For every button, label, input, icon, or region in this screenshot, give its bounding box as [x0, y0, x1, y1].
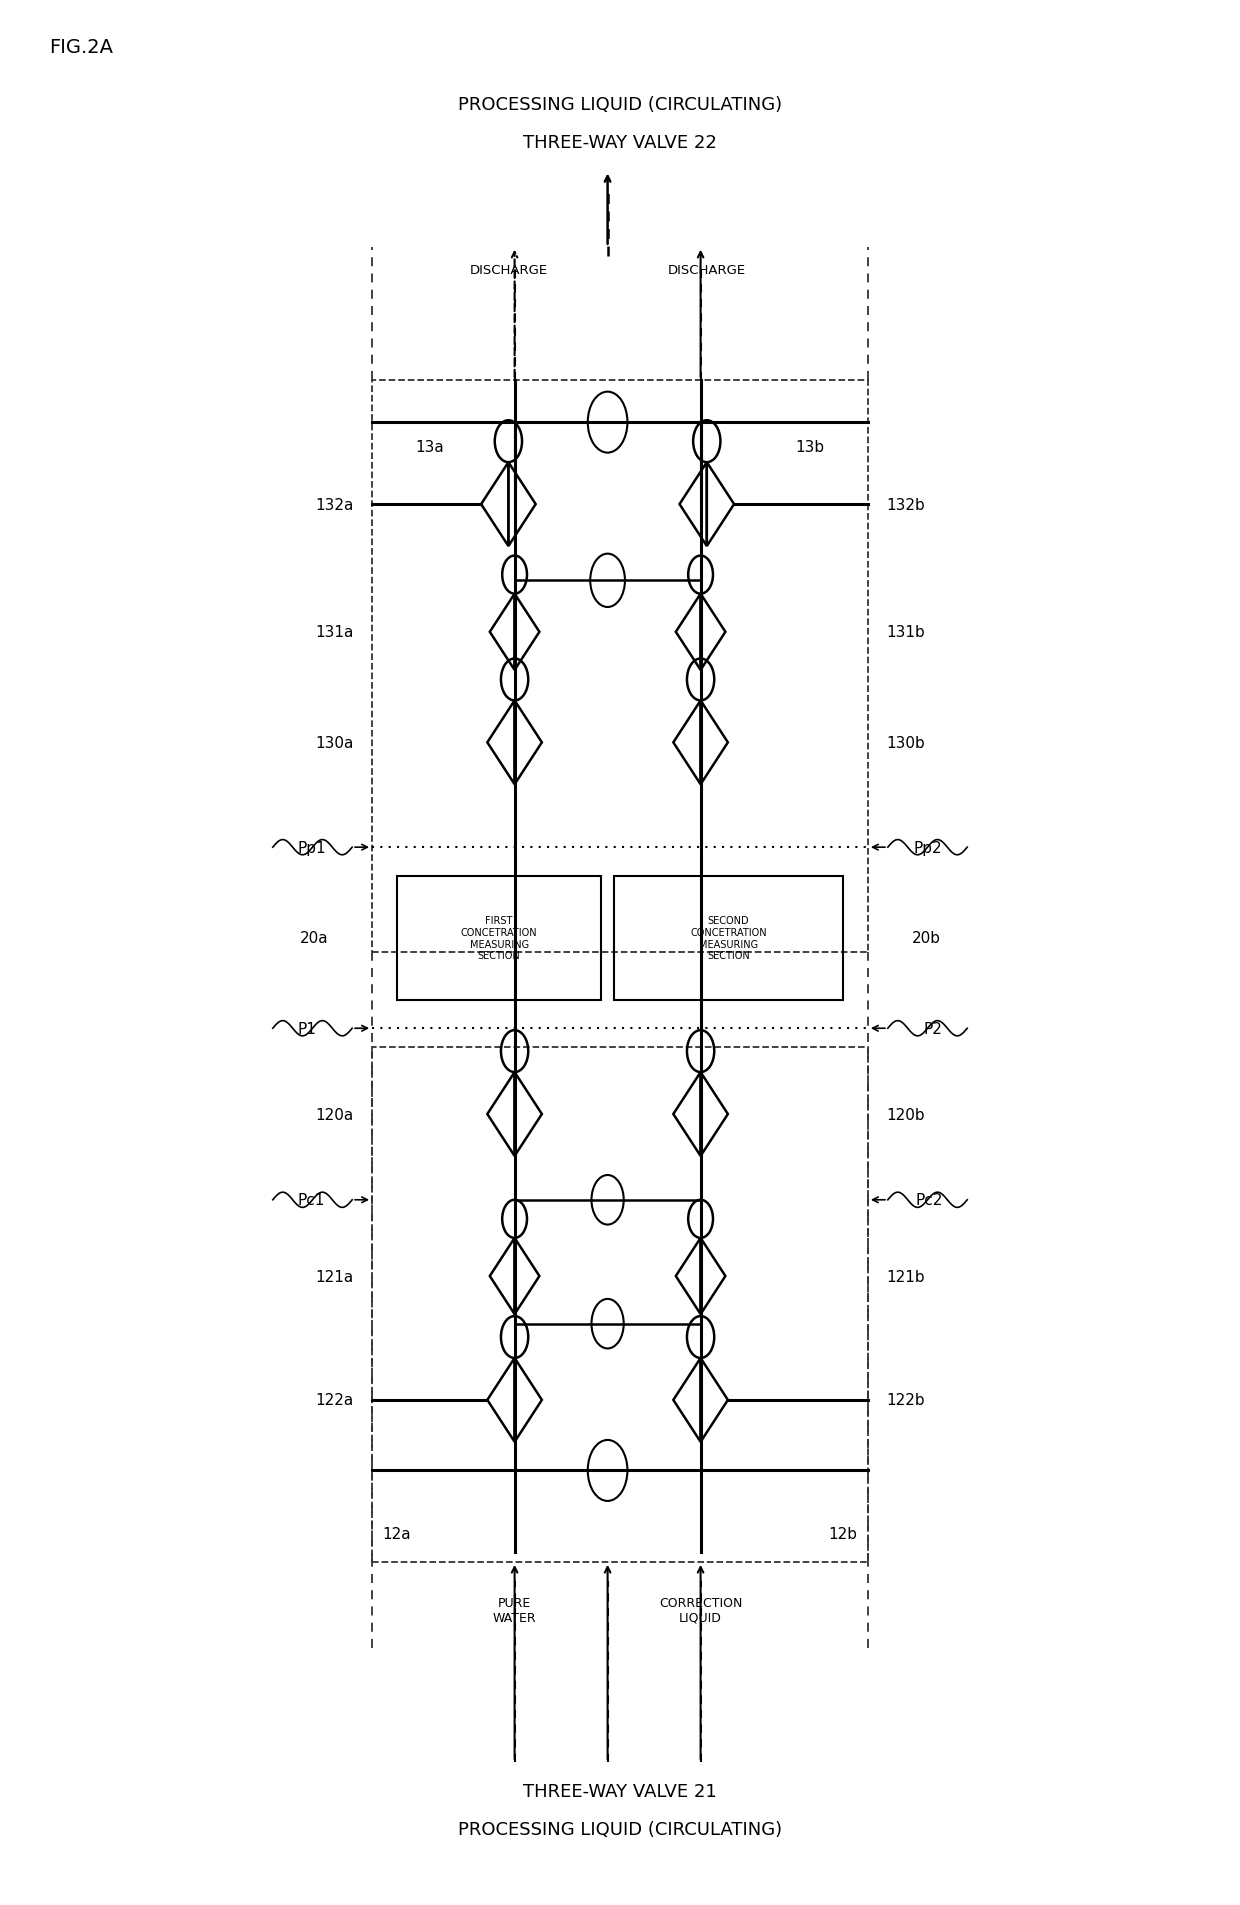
- Text: CORRECTION
LIQUID: CORRECTION LIQUID: [658, 1596, 743, 1623]
- Text: 121b: 121b: [887, 1269, 925, 1284]
- Text: PROCESSING LIQUID (CIRCULATING): PROCESSING LIQUID (CIRCULATING): [458, 1819, 782, 1838]
- Text: 20b: 20b: [911, 932, 940, 945]
- Bar: [372, 381, 868, 952]
- Text: 120b: 120b: [887, 1107, 925, 1122]
- Text: Pc1: Pc1: [298, 1193, 325, 1208]
- Bar: [372, 1048, 868, 1562]
- Text: 131b: 131b: [887, 625, 925, 640]
- Text: SECOND
CONCETRATION
MEASURING
SECTION: SECOND CONCETRATION MEASURING SECTION: [691, 916, 766, 960]
- Text: DISCHARGE: DISCHARGE: [469, 265, 548, 276]
- Text: PURE
WATER: PURE WATER: [492, 1596, 537, 1623]
- Text: THREE-WAY VALVE 21: THREE-WAY VALVE 21: [523, 1781, 717, 1800]
- Text: 131a: 131a: [315, 625, 353, 640]
- Text: FIG.2A: FIG.2A: [50, 38, 114, 57]
- Text: 132b: 132b: [887, 497, 925, 512]
- Text: 13a: 13a: [415, 440, 444, 455]
- Text: Pp1: Pp1: [298, 840, 326, 855]
- Text: DISCHARGE: DISCHARGE: [667, 265, 746, 276]
- Bar: [614, 876, 843, 1000]
- Text: 12a: 12a: [382, 1526, 412, 1541]
- Text: P2: P2: [924, 1021, 942, 1036]
- Text: 132a: 132a: [315, 497, 353, 512]
- Text: 121a: 121a: [315, 1269, 353, 1284]
- Text: Pc2: Pc2: [915, 1193, 942, 1208]
- Text: FIRST
CONCETRATION
MEASURING
SECTION: FIRST CONCETRATION MEASURING SECTION: [461, 916, 537, 960]
- Text: 122b: 122b: [887, 1393, 925, 1408]
- Text: Pp2: Pp2: [914, 840, 942, 855]
- Text: 130b: 130b: [887, 735, 925, 751]
- Text: 12b: 12b: [828, 1526, 858, 1541]
- Text: 13b: 13b: [796, 440, 825, 455]
- Text: 130a: 130a: [315, 735, 353, 751]
- Text: 20a: 20a: [300, 932, 329, 945]
- Text: P1: P1: [298, 1021, 316, 1036]
- Text: 122a: 122a: [315, 1393, 353, 1408]
- Bar: [397, 876, 601, 1000]
- Text: THREE-WAY VALVE 22: THREE-WAY VALVE 22: [523, 133, 717, 152]
- Text: PROCESSING LIQUID (CIRCULATING): PROCESSING LIQUID (CIRCULATING): [458, 95, 782, 114]
- Text: 120a: 120a: [315, 1107, 353, 1122]
